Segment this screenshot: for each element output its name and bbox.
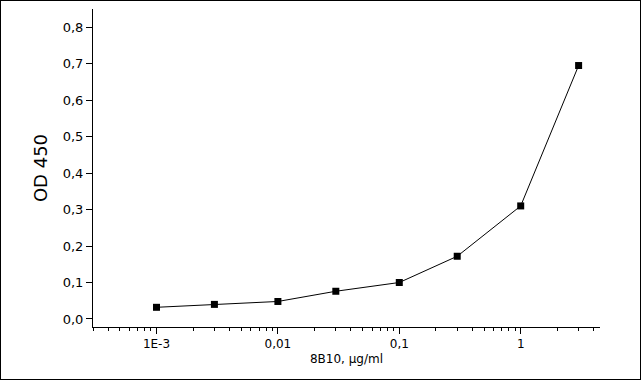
svg-text:1E-3: 1E-3 bbox=[143, 337, 170, 351]
svg-text:0,2: 0,2 bbox=[63, 239, 84, 254]
svg-text:1: 1 bbox=[517, 337, 525, 351]
svg-text:0,6: 0,6 bbox=[63, 93, 84, 108]
svg-text:0,7: 0,7 bbox=[63, 56, 84, 71]
svg-text:0,1: 0,1 bbox=[63, 275, 84, 290]
svg-text:0,0: 0,0 bbox=[63, 312, 84, 327]
svg-text:0,8: 0,8 bbox=[63, 20, 84, 35]
svg-text:0,4: 0,4 bbox=[63, 166, 84, 181]
svg-text:0,5: 0,5 bbox=[63, 129, 84, 144]
svg-text:0,01: 0,01 bbox=[265, 337, 292, 351]
svg-text:0,1: 0,1 bbox=[390, 337, 409, 351]
svg-text:0,3: 0,3 bbox=[63, 202, 84, 217]
svg-text:8B10, µg/ml: 8B10, µg/ml bbox=[310, 352, 383, 366]
svg-text:OD 450: OD 450 bbox=[30, 134, 51, 202]
